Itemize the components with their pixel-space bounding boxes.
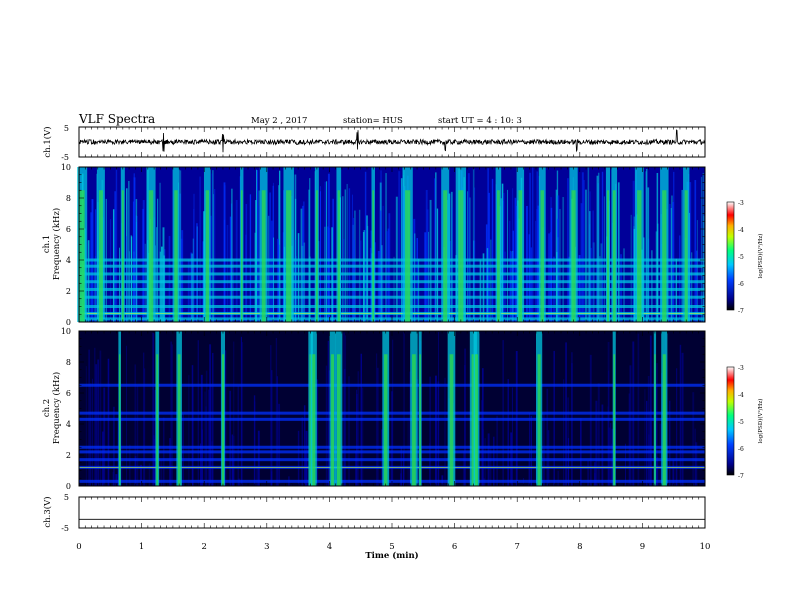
start-time-label: start UT = 4 : 10: 3 [438,116,522,126]
ch1-freq-tick-4: 4 [66,256,71,265]
time-axis-label: Time (min) [365,550,418,561]
ch2-cb-tick-m7: -7 [738,473,744,480]
ch2-cb-tick-m3: -3 [738,365,744,372]
figure-title: VLF Spectra [78,112,155,126]
ch2-freq-tick-6: 6 [66,389,71,398]
ch3-waveform-ticks [78,497,706,528]
ch2-cb-tick-m5: -5 [738,419,744,426]
ch1-ylabel: ch.1(V) [42,126,53,157]
ch2-freq-label: Frequency (kHz) [51,372,62,444]
ch1-freq-tick-6: 6 [66,225,71,234]
ch1-waveform-ticks [78,127,706,157]
ch1-cb-label: log(PSD)(V²/Hz) [757,234,764,279]
time-tick-2: 2 [201,542,206,552]
ch1-freq-label: Frequency (kHz) [51,208,62,280]
ch2-ylabel: ch.2 [42,399,52,417]
ch1-freq-tick-8: 8 [66,194,71,203]
ch3-ytick-bottom: -5 [61,524,69,533]
ch2-spectrogram [79,331,705,486]
ch1-spectrogram-panel: 0 2 4 6 8 10 ch.1 Frequency (kHz) [42,163,706,327]
ch1-colorbar: -3 -4 -5 -6 -7 log(PSD)(V²/Hz) [726,200,764,315]
ch2-colorbar: -3 -4 -5 -6 -7 log(PSD)(V²/Hz) [726,365,764,480]
ch1-freq-tick-10: 10 [61,163,71,172]
ch1-ytick-bottom: -5 [61,153,69,162]
station-label: station= HUS [343,116,403,126]
ch2-spectrogram-panel: 0 2 4 6 8 10 ch.2 Frequency (kHz) [42,327,706,491]
ch1-cb-tick-m4: -4 [738,227,744,234]
ch1-ylabel: ch.1 [42,235,52,253]
ch1-trace [78,129,706,153]
ch2-freq-tick-10: 10 [61,327,71,336]
ch1-cb-tick-m6: -6 [738,281,744,288]
ch1-spectrogram [77,167,705,322]
ch2-cb-label: log(PSD)(V²/Hz) [757,399,764,444]
ch2-cb-tick-m6: -6 [738,446,744,453]
time-tick-5: 5 [389,542,394,552]
ch3-ylabel: ch.3(V) [42,496,53,527]
time-tick-4: 4 [327,542,332,552]
time-tick-6: 6 [452,542,457,552]
ch2-freq-tick-2: 2 [66,451,71,460]
ch2-freq-tick-4: 4 [66,420,71,429]
ch1-waveform-panel: 5 -5 ch.1(V) [42,124,706,162]
ch3-ytick-top: 5 [64,493,69,502]
time-tick-3: 3 [264,542,269,552]
time-axis: 0 1 2 3 4 5 6 7 8 9 10 Time (min) [76,542,710,561]
ch1-freq-tick-0: 0 [66,318,71,327]
time-tick-10: 10 [700,542,711,552]
ch1-cb-tick-m3: -3 [738,200,744,207]
time-tick-0: 0 [76,542,81,552]
ch1-ytick-top: 5 [64,124,69,133]
ch3-waveform-panel: 5 -5 ch.3(V) [42,493,706,533]
time-tick-8: 8 [577,542,582,552]
ch2-freq-tick-8: 8 [66,358,71,367]
time-tick-9: 9 [640,542,645,552]
ch2-spectrogram-ticks [78,330,706,487]
time-tick-7: 7 [514,542,519,552]
ch1-spectrogram-ticks [78,166,706,323]
ch1-cb-tick-m7: -7 [738,308,744,315]
ch2-cb-tick-m4: -4 [738,392,744,399]
ch1-freq-tick-2: 2 [66,287,71,296]
time-tick-1: 1 [139,542,144,552]
ch2-freq-tick-0: 0 [66,482,71,491]
date-label: May 2 , 2017 [251,116,307,126]
ch1-cb-tick-m5: -5 [738,254,744,261]
